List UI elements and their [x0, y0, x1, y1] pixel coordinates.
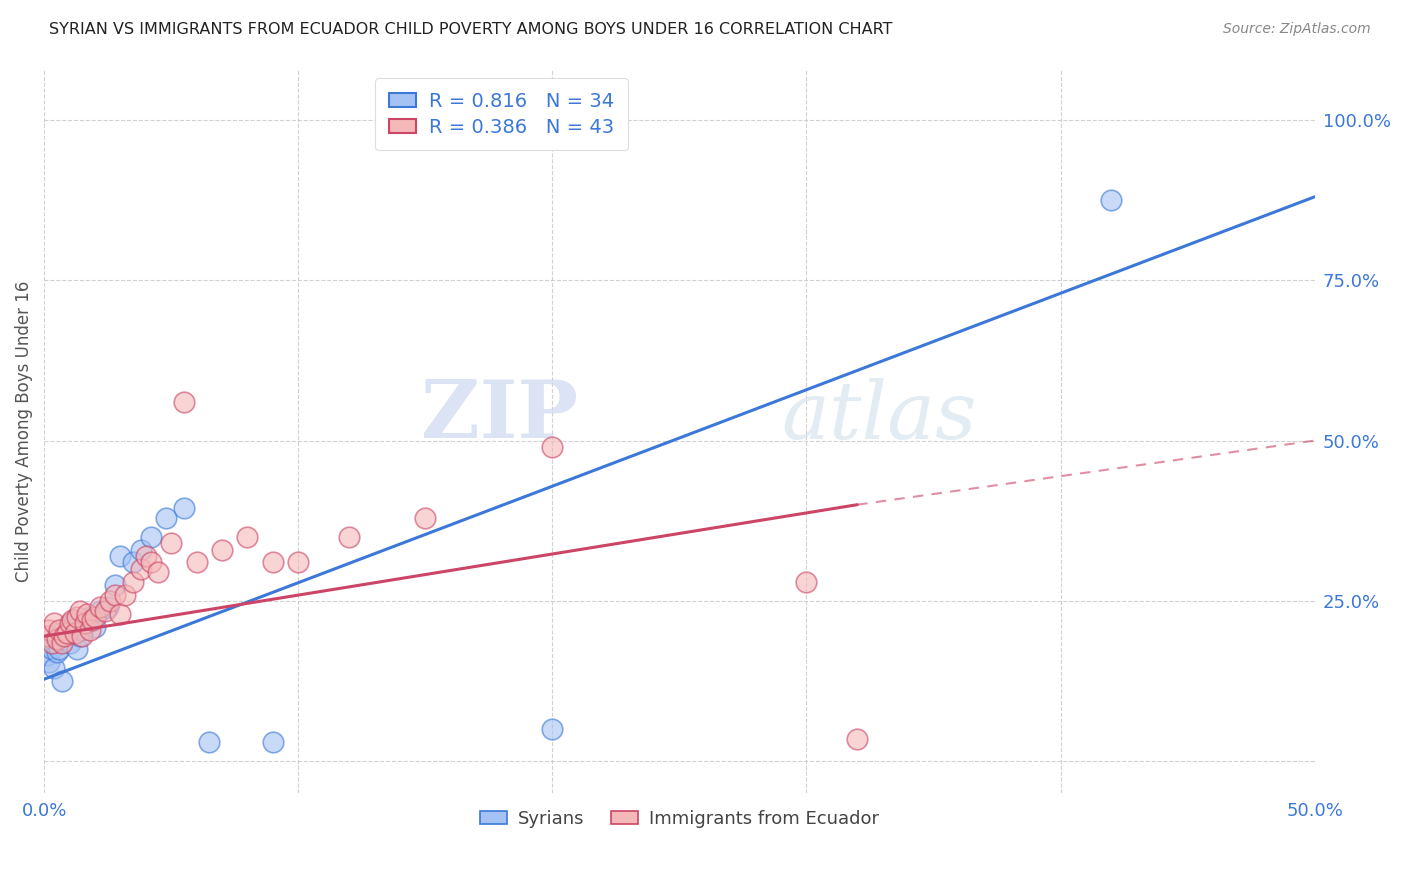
- Point: [129, 562, 152, 576]
- Point: [66, 610, 89, 624]
- Point: [69, 629, 91, 643]
- Point: [148, 565, 170, 579]
- Point: [45, 629, 67, 643]
- Point: [45, 632, 67, 647]
- Point: [73, 616, 96, 631]
- Point: [541, 722, 564, 736]
- Point: [846, 731, 869, 746]
- Point: [262, 556, 284, 570]
- Point: [97, 600, 120, 615]
- Point: [60, 616, 83, 631]
- Point: [139, 530, 162, 544]
- Point: [155, 510, 177, 524]
- Point: [66, 642, 89, 657]
- Point: [236, 530, 259, 544]
- Y-axis label: Child Poverty Among Boys Under 16: Child Poverty Among Boys Under 16: [15, 280, 32, 582]
- Point: [63, 626, 86, 640]
- Point: [51, 635, 73, 649]
- Point: [135, 549, 157, 563]
- Point: [139, 556, 162, 570]
- Point: [160, 536, 183, 550]
- Text: SYRIAN VS IMMIGRANTS FROM ECUADOR CHILD POVERTY AMONG BOYS UNDER 16 CORRELATION : SYRIAN VS IMMIGRANTS FROM ECUADOR CHILD …: [49, 22, 893, 37]
- Point: [38, 655, 60, 669]
- Point: [110, 607, 132, 621]
- Point: [82, 613, 104, 627]
- Point: [337, 530, 360, 544]
- Point: [76, 607, 98, 621]
- Point: [35, 629, 58, 643]
- Point: [79, 610, 101, 624]
- Point: [44, 616, 66, 631]
- Point: [287, 556, 309, 570]
- Point: [35, 648, 58, 663]
- Text: ZIP: ZIP: [420, 377, 578, 456]
- Point: [58, 635, 80, 649]
- Point: [1099, 193, 1122, 207]
- Point: [58, 616, 80, 631]
- Point: [45, 645, 67, 659]
- Point: [114, 587, 136, 601]
- Point: [98, 594, 121, 608]
- Point: [73, 616, 96, 631]
- Legend: Syrians, Immigrants from Ecuador: Syrians, Immigrants from Ecuador: [472, 803, 886, 835]
- Point: [89, 600, 111, 615]
- Point: [198, 735, 221, 749]
- Point: [110, 549, 132, 563]
- Point: [70, 629, 93, 643]
- Point: [51, 674, 73, 689]
- Point: [186, 556, 208, 570]
- Point: [94, 603, 117, 617]
- Point: [53, 629, 76, 643]
- Point: [38, 623, 60, 637]
- Point: [63, 613, 86, 627]
- Point: [70, 623, 93, 637]
- Point: [173, 395, 195, 409]
- Point: [796, 574, 818, 589]
- Point: [41, 642, 63, 657]
- Point: [541, 440, 564, 454]
- Point: [104, 587, 127, 601]
- Point: [41, 635, 63, 649]
- Point: [56, 623, 79, 637]
- Point: [129, 542, 152, 557]
- Point: [104, 578, 127, 592]
- Point: [56, 626, 79, 640]
- Point: [48, 626, 70, 640]
- Point: [48, 623, 70, 637]
- Point: [89, 603, 111, 617]
- Text: atlas: atlas: [782, 377, 976, 455]
- Point: [84, 619, 107, 633]
- Text: Source: ZipAtlas.com: Source: ZipAtlas.com: [1223, 22, 1371, 37]
- Point: [413, 510, 436, 524]
- Point: [69, 603, 91, 617]
- Point: [53, 632, 76, 647]
- Point: [211, 542, 233, 557]
- Point: [60, 613, 83, 627]
- Point: [44, 635, 66, 649]
- Point: [44, 661, 66, 675]
- Point: [84, 610, 107, 624]
- Point: [122, 574, 145, 589]
- Point: [48, 642, 70, 657]
- Point: [122, 556, 145, 570]
- Point: [173, 500, 195, 515]
- Point: [79, 623, 101, 637]
- Point: [262, 735, 284, 749]
